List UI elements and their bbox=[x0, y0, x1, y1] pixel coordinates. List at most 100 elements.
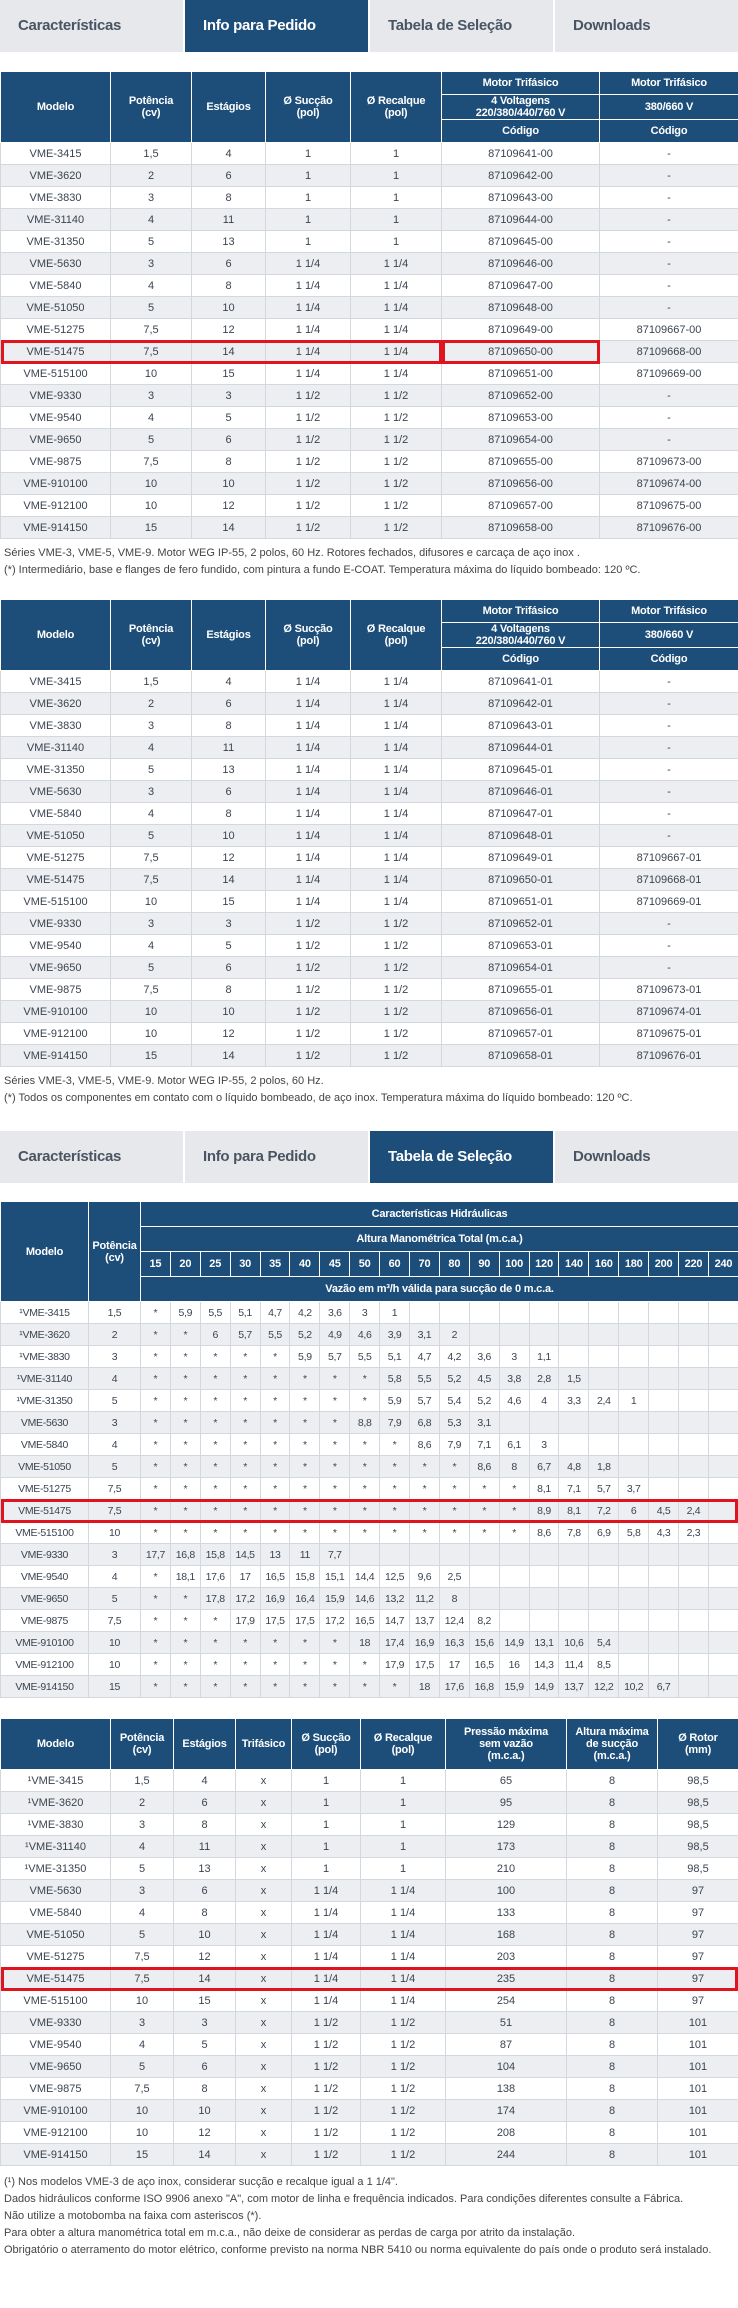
empty-cell bbox=[588, 1345, 620, 1368]
column-header: Pressão máxima sem vazão (m.c.a.) bbox=[445, 1718, 567, 1770]
table-cell: VME-5840 bbox=[0, 274, 111, 297]
tab[interactable]: Downloads bbox=[555, 0, 738, 52]
table-cell: - bbox=[599, 296, 738, 319]
column-header: Motor Trifásico bbox=[599, 71, 738, 95]
table-cell: 1 bbox=[291, 1857, 361, 1880]
column-header: Ø Rotor (mm) bbox=[657, 1718, 738, 1770]
empty-cell bbox=[678, 1301, 709, 1324]
table-cell: 10 bbox=[191, 296, 266, 319]
table-row: ¹VME-31140 4 11 x 1 1 173 8 98,5 bbox=[0, 1835, 738, 1858]
table-cell: VME-9875 bbox=[0, 978, 111, 1001]
flow-cell: * bbox=[199, 1433, 231, 1456]
table-cell: 1 bbox=[360, 1857, 446, 1880]
tab[interactable]: Características bbox=[0, 1131, 183, 1183]
table-cell: 98,5 bbox=[657, 1857, 738, 1880]
table-row: VME-5630 3 * * * * * * * 8,8 7,9 6,8 5,3 3,1 bbox=[0, 1411, 738, 1434]
flow-cell: * bbox=[169, 1477, 201, 1500]
flow-cell: * bbox=[169, 1367, 201, 1390]
table-cell: 87109643-01 bbox=[441, 714, 600, 737]
column-header: Vazão em m³/h válida para sucção de 0 m.… bbox=[139, 1276, 738, 1302]
height-header: 220 bbox=[678, 1251, 709, 1277]
table-cell: 3 bbox=[110, 186, 192, 209]
flow-cell: 7,9 bbox=[438, 1433, 470, 1456]
table-cell: 1 1/4 bbox=[350, 274, 442, 297]
table-cell: 87109656-01 bbox=[441, 1000, 600, 1023]
flow-cell: * bbox=[319, 1411, 351, 1434]
tab[interactable]: Características bbox=[0, 0, 183, 52]
tab[interactable]: Info para Pedido bbox=[185, 1131, 368, 1183]
table-cell: VME-31350 bbox=[0, 758, 111, 781]
table-cell: x bbox=[235, 1989, 292, 2012]
flow-cell: * bbox=[199, 1455, 231, 1478]
table-cell: 87109653-01 bbox=[441, 934, 600, 957]
flow-cell: 5,7 bbox=[319, 1345, 351, 1368]
empty-cell bbox=[558, 1323, 590, 1346]
flow-cell: 17,5 bbox=[289, 1609, 321, 1632]
flow-cell: * bbox=[169, 1587, 201, 1610]
empty-cell bbox=[707, 1675, 738, 1698]
table-cell: 1 1/2 bbox=[360, 2143, 446, 2166]
empty-cell bbox=[648, 1455, 680, 1478]
table-cell: 1 1/4 bbox=[350, 802, 442, 825]
table-row: ¹VME-3415 1,5 4 x 1 1 65 8 98,5 bbox=[0, 1769, 738, 1792]
empty-cell bbox=[678, 1543, 709, 1566]
flow-cell: * bbox=[169, 1345, 201, 1368]
table-row: VME-9875 7,5 8 1 1/2 1 1/2 87109655-01 8710967… bbox=[0, 978, 738, 1001]
table-cell: 7,5 bbox=[110, 2077, 174, 2100]
column-header: Potência (cv) bbox=[110, 71, 192, 143]
flow-cell: 7,8 bbox=[558, 1521, 590, 1544]
table-cell: 101 bbox=[657, 2077, 738, 2100]
empty-cell bbox=[707, 1543, 738, 1566]
flow-cell: * bbox=[169, 1521, 201, 1544]
flow-cell: 16 bbox=[498, 1653, 530, 1676]
technical-table: Modelo Potência (cv) Estágios Trifásico Ø Su… bbox=[0, 1718, 738, 2166]
table-cell: - bbox=[599, 736, 738, 759]
height-header: 90 bbox=[468, 1251, 500, 1277]
flow-cell: * bbox=[199, 1389, 231, 1412]
table-row: VME-9540 4 5 x 1 1/2 1 1/2 87 8 101 bbox=[0, 2033, 738, 2056]
table-cell: 1 1/4 bbox=[350, 692, 442, 715]
flow-cell: * bbox=[289, 1389, 321, 1412]
flow-cell: * bbox=[349, 1455, 381, 1478]
table-cell: 1,5 bbox=[110, 1769, 174, 1792]
hydraulic-table: Modelo Potência (cv) Características Hidrá… bbox=[0, 1201, 738, 1698]
table-cell: 8 bbox=[566, 1989, 658, 2012]
flow-cell: 13,2 bbox=[379, 1587, 411, 1610]
empty-cell bbox=[707, 1367, 738, 1390]
table-cell: 1 1/4 bbox=[360, 1989, 446, 2012]
table-cell: 1 1/4 bbox=[265, 692, 351, 715]
table-cell: 1 1/4 bbox=[265, 846, 351, 869]
table-row: VME-51275 7,5 12 1 1/4 1 1/4 87109649-01 87109… bbox=[0, 846, 738, 869]
empty-cell bbox=[678, 1565, 709, 1588]
flow-cell: * bbox=[259, 1653, 291, 1676]
tab[interactable]: Downloads bbox=[555, 1131, 738, 1183]
flow-cell: * bbox=[140, 1389, 171, 1412]
table-cell: 4 bbox=[110, 208, 192, 231]
empty-cell bbox=[678, 1477, 709, 1500]
tab[interactable]: Tabela de Seleção bbox=[370, 0, 553, 52]
table-header: Modelo Potência (cv) Estágios Trifásico Ø Su… bbox=[0, 1718, 738, 1770]
empty-cell bbox=[707, 1587, 738, 1610]
table-row: VME-9875 7,5 8 1 1/2 1 1/2 87109655-00 8710967… bbox=[0, 450, 738, 473]
table-cell: 65 bbox=[445, 1769, 567, 1792]
table-cell: 3 bbox=[110, 780, 192, 803]
table-cell: 1 1/4 bbox=[350, 758, 442, 781]
tab[interactable]: Tabela de Seleção bbox=[370, 1131, 553, 1183]
flow-cell: 6 bbox=[618, 1499, 650, 1522]
empty-cell bbox=[588, 1411, 620, 1434]
table-cell: 2 bbox=[110, 692, 192, 715]
table-cell: 8 bbox=[566, 2121, 658, 2144]
table-cell: ¹VME-31140 bbox=[0, 1367, 89, 1390]
table-cell: 87109652-01 bbox=[441, 912, 600, 935]
table-cell: 1 1/2 bbox=[265, 428, 351, 451]
flow-cell: * bbox=[349, 1653, 381, 1676]
table-cell: 7,5 bbox=[88, 1609, 141, 1632]
table-cell: 1 1/4 bbox=[265, 890, 351, 913]
flow-cell: 3,6 bbox=[319, 1301, 351, 1324]
table-cell: 1 1/2 bbox=[350, 428, 442, 451]
tab[interactable]: Info para Pedido bbox=[185, 0, 368, 52]
flow-cell: * bbox=[409, 1455, 440, 1478]
flow-cell: * bbox=[498, 1477, 530, 1500]
flow-cell: 2,8 bbox=[528, 1367, 560, 1390]
